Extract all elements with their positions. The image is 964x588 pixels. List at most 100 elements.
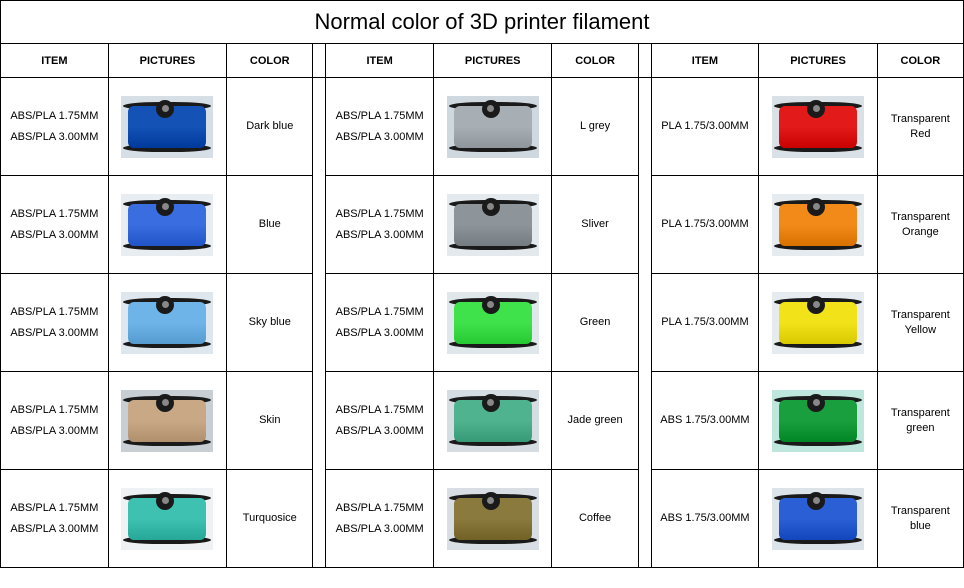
header-row: ITEM PICTURES COLOR ITEM PICTURES COLOR … xyxy=(1,44,964,78)
picture-cell xyxy=(433,176,551,274)
filament-spool-icon xyxy=(772,96,864,158)
item-line1: ABS/PLA 1.75MM xyxy=(5,204,104,225)
item-cell: ABS/PLA 1.75MMABS/PLA 3.00MM xyxy=(1,274,109,372)
filament-spool-icon xyxy=(772,292,864,354)
item-line1: ABS 1.75/3.00MM xyxy=(656,410,755,431)
item-line1: ABS/PLA 1.75MM xyxy=(330,204,429,225)
color-cell: Skin xyxy=(227,372,313,470)
item-cell: ABS/PLA 1.75MMABS/PLA 3.00MM xyxy=(326,78,434,176)
item-line1: ABS/PLA 1.75MM xyxy=(330,498,429,519)
item-line1: ABS 1.75/3.00MM xyxy=(656,508,755,529)
picture-cell xyxy=(433,470,551,568)
picture-cell xyxy=(108,176,226,274)
filament-spool-icon xyxy=(121,390,213,452)
item-cell: ABS 1.75/3.00MM xyxy=(651,470,759,568)
filament-spool-icon xyxy=(447,488,539,550)
header-color: COLOR xyxy=(877,44,963,78)
picture-cell xyxy=(108,274,226,372)
color-cell: Dark blue xyxy=(227,78,313,176)
item-line1: PLA 1.75/3.00MM xyxy=(656,312,755,333)
page-title: Normal color of 3D printer filament xyxy=(0,0,964,43)
header-pictures: PICTURES xyxy=(433,44,551,78)
header-item: ITEM xyxy=(326,44,434,78)
item-line1: ABS/PLA 1.75MM xyxy=(5,400,104,421)
picture-cell xyxy=(433,78,551,176)
item-line1: ABS/PLA 1.75MM xyxy=(330,302,429,323)
header-item: ITEM xyxy=(651,44,759,78)
column-separator xyxy=(313,470,326,568)
color-cell: Transparent Red xyxy=(877,78,963,176)
filament-spool-icon xyxy=(447,390,539,452)
table-row: ABS/PLA 1.75MMABS/PLA 3.00MMBlueABS/PLA … xyxy=(1,176,964,274)
color-cell: Jade green xyxy=(552,372,638,470)
item-line1: ABS/PLA 1.75MM xyxy=(5,302,104,323)
column-separator xyxy=(638,176,651,274)
item-line2: ABS/PLA 3.00MM xyxy=(330,519,429,540)
column-separator xyxy=(638,78,651,176)
header-pictures: PICTURES xyxy=(108,44,226,78)
color-cell: Transparent blue xyxy=(877,470,963,568)
item-line1: PLA 1.75/3.00MM xyxy=(656,116,755,137)
column-separator xyxy=(638,372,651,470)
column-separator xyxy=(638,274,651,372)
filament-spool-icon xyxy=(447,96,539,158)
picture-cell xyxy=(433,274,551,372)
item-line2: ABS/PLA 3.00MM xyxy=(330,225,429,246)
item-line2: ABS/PLA 3.00MM xyxy=(5,323,104,344)
item-line2: ABS/PLA 3.00MM xyxy=(330,421,429,442)
header-pictures: PICTURES xyxy=(759,44,877,78)
color-cell: Blue xyxy=(227,176,313,274)
filament-spool-icon xyxy=(447,292,539,354)
color-cell: Turquosice xyxy=(227,470,313,568)
item-line2: ABS/PLA 3.00MM xyxy=(330,127,429,148)
filament-spool-icon xyxy=(121,96,213,158)
column-separator xyxy=(313,44,326,78)
picture-cell xyxy=(759,78,877,176)
filament-spool-icon xyxy=(772,390,864,452)
column-separator xyxy=(313,176,326,274)
filament-table: ITEM PICTURES COLOR ITEM PICTURES COLOR … xyxy=(0,43,964,568)
item-line2: ABS/PLA 3.00MM xyxy=(5,421,104,442)
color-cell: Transparent Yellow xyxy=(877,274,963,372)
header-color: COLOR xyxy=(552,44,638,78)
color-cell: Sliver xyxy=(552,176,638,274)
item-cell: ABS/PLA 1.75MMABS/PLA 3.00MM xyxy=(1,78,109,176)
item-cell: ABS/PLA 1.75MMABS/PLA 3.00MM xyxy=(326,274,434,372)
filament-spool-icon xyxy=(121,292,213,354)
color-cell: Transparent Orange xyxy=(877,176,963,274)
color-cell: Transparent green xyxy=(877,372,963,470)
picture-cell xyxy=(108,78,226,176)
filament-spool-icon xyxy=(772,488,864,550)
picture-cell xyxy=(108,470,226,568)
table-row: ABS/PLA 1.75MMABS/PLA 3.00MMSkinABS/PLA … xyxy=(1,372,964,470)
item-line2: ABS/PLA 3.00MM xyxy=(5,127,104,148)
table-row: ABS/PLA 1.75MMABS/PLA 3.00MMSky blueABS/… xyxy=(1,274,964,372)
header-item: ITEM xyxy=(1,44,109,78)
picture-cell xyxy=(759,176,877,274)
item-line1: ABS/PLA 1.75MM xyxy=(5,106,104,127)
column-separator xyxy=(638,470,651,568)
column-separator xyxy=(313,78,326,176)
item-line1: ABS/PLA 1.75MM xyxy=(5,498,104,519)
item-line2: ABS/PLA 3.00MM xyxy=(5,519,104,540)
column-separator xyxy=(313,372,326,470)
item-cell: ABS 1.75/3.00MM xyxy=(651,372,759,470)
picture-cell xyxy=(433,372,551,470)
color-cell: Coffee xyxy=(552,470,638,568)
item-line1: ABS/PLA 1.75MM xyxy=(330,400,429,421)
item-cell: ABS/PLA 1.75MMABS/PLA 3.00MM xyxy=(1,372,109,470)
picture-cell xyxy=(759,372,877,470)
picture-cell xyxy=(108,372,226,470)
color-cell: L grey xyxy=(552,78,638,176)
filament-spool-icon xyxy=(121,194,213,256)
table-row: ABS/PLA 1.75MMABS/PLA 3.00MMTurquosiceAB… xyxy=(1,470,964,568)
header-color: COLOR xyxy=(227,44,313,78)
filament-spool-icon xyxy=(447,194,539,256)
item-line1: PLA 1.75/3.00MM xyxy=(656,214,755,235)
column-separator xyxy=(638,44,651,78)
item-cell: ABS/PLA 1.75MMABS/PLA 3.00MM xyxy=(326,470,434,568)
item-cell: PLA 1.75/3.00MM xyxy=(651,274,759,372)
column-separator xyxy=(313,274,326,372)
item-cell: ABS/PLA 1.75MMABS/PLA 3.00MM xyxy=(326,176,434,274)
picture-cell xyxy=(759,274,877,372)
